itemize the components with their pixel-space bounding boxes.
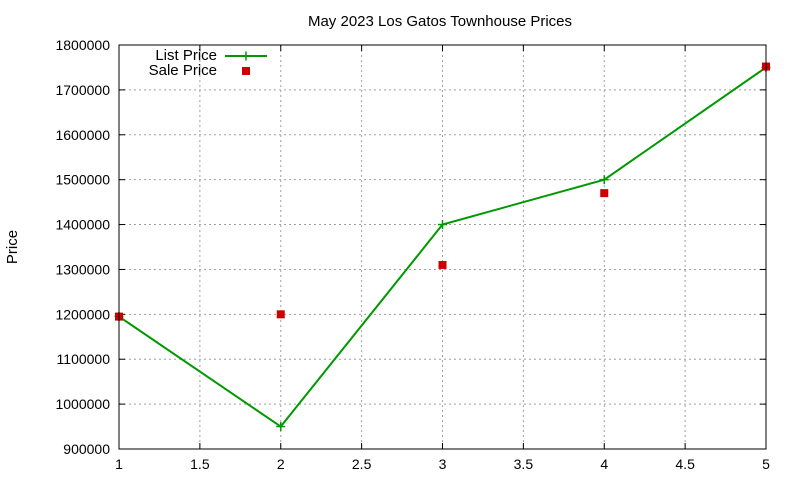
y-tick-label: 1200000 — [55, 306, 110, 322]
data-point — [599, 175, 609, 185]
y-tick-label: 1800000 — [55, 37, 110, 53]
x-tick-label: 5 — [762, 456, 770, 472]
y-axis-label: Price — [4, 230, 21, 264]
y-tick-label: 1300000 — [55, 261, 110, 277]
y-tick-label: 1600000 — [55, 127, 110, 143]
y-tick-label: 1100000 — [57, 351, 111, 367]
x-tick-label: 1 — [115, 456, 123, 472]
x-tick-label: 3.5 — [514, 456, 534, 472]
legend-label: List Price — [155, 47, 217, 64]
grid — [119, 45, 766, 449]
x-tick-label: 2 — [277, 456, 285, 472]
data-point — [276, 310, 285, 319]
legend-label: Sale Price — [149, 62, 217, 79]
data-point — [438, 220, 447, 230]
y-tick-label: 1400000 — [55, 217, 110, 233]
x-tick-label: 4 — [600, 456, 608, 472]
chart-title: May 2023 Los Gatos Townhouse Prices — [308, 13, 572, 30]
x-tick-label: 1.5 — [190, 456, 210, 472]
y-tick-label: 900000 — [63, 441, 110, 457]
data-point — [276, 422, 286, 432]
x-tick-label: 2.5 — [352, 456, 372, 472]
data-point — [600, 189, 609, 198]
data-point — [438, 260, 447, 269]
y-tick-label: 1500000 — [55, 172, 110, 188]
x-tick-label: 3 — [439, 456, 447, 472]
legend-marker — [241, 51, 251, 61]
x-tick-label: 4.5 — [675, 456, 695, 472]
plot-frame — [118, 44, 767, 450]
y-tick-label: 1700000 — [55, 82, 110, 98]
axis-ticks: 1 1.5 2 2.5 3 3.5 4 4.5 5 900000 1000000 1100000 120… — [55, 37, 770, 472]
y-tick-label: 1000000 — [55, 396, 110, 412]
legend-marker — [242, 67, 250, 75]
